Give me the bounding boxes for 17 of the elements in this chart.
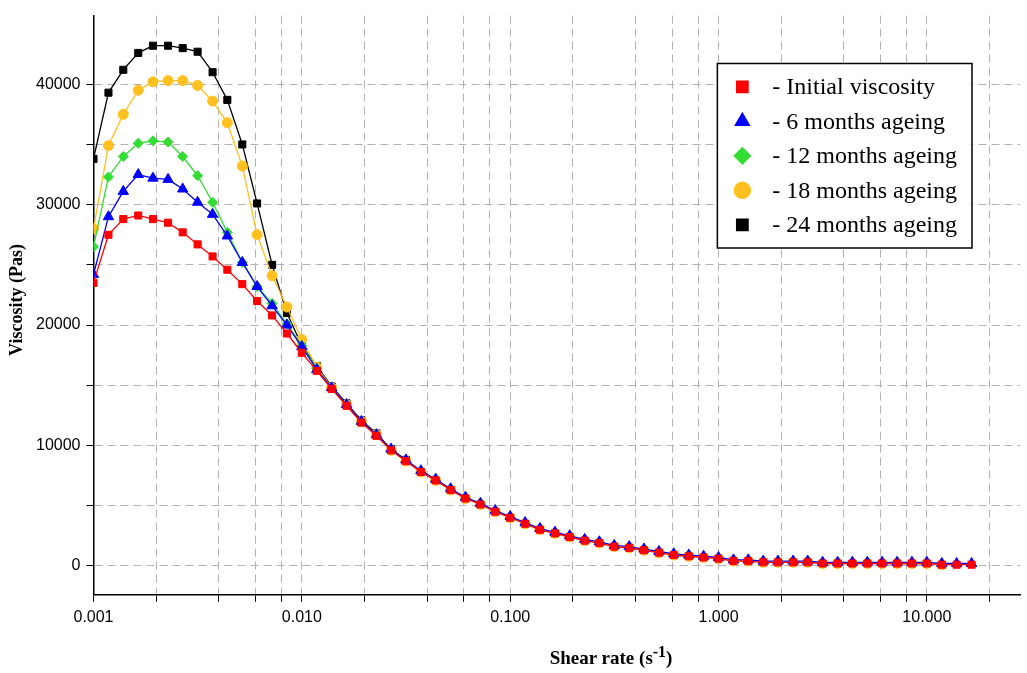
y-tick-label: 0 [71,556,81,574]
y-tick-label: 30000 [35,195,81,213]
y-tick-label: 20000 [35,315,81,333]
y-tick-label: 10000 [35,435,81,453]
x-tick-label: 1.000 [698,607,739,625]
x-tick-label: 10.000 [902,607,952,625]
legend-label: - Initial viscosity [772,73,936,100]
x-tick-label: 0.001 [73,607,114,625]
legend-label: - 18 months ageing [772,176,957,203]
x-tick-label: 0.100 [490,607,531,625]
x-axis-title: Shear rate (s$^{-1}$) [548,643,674,670]
legend-label: - 12 months ageing [772,142,957,169]
x-tick-label: 0.010 [281,607,322,625]
y-tick-label: 40000 [35,74,81,92]
y-axis-title: Viscosity (Pas) [5,244,27,356]
legend-label: - 6 months ageing [772,107,945,134]
legend-label: - 24 months ageing [772,211,957,238]
